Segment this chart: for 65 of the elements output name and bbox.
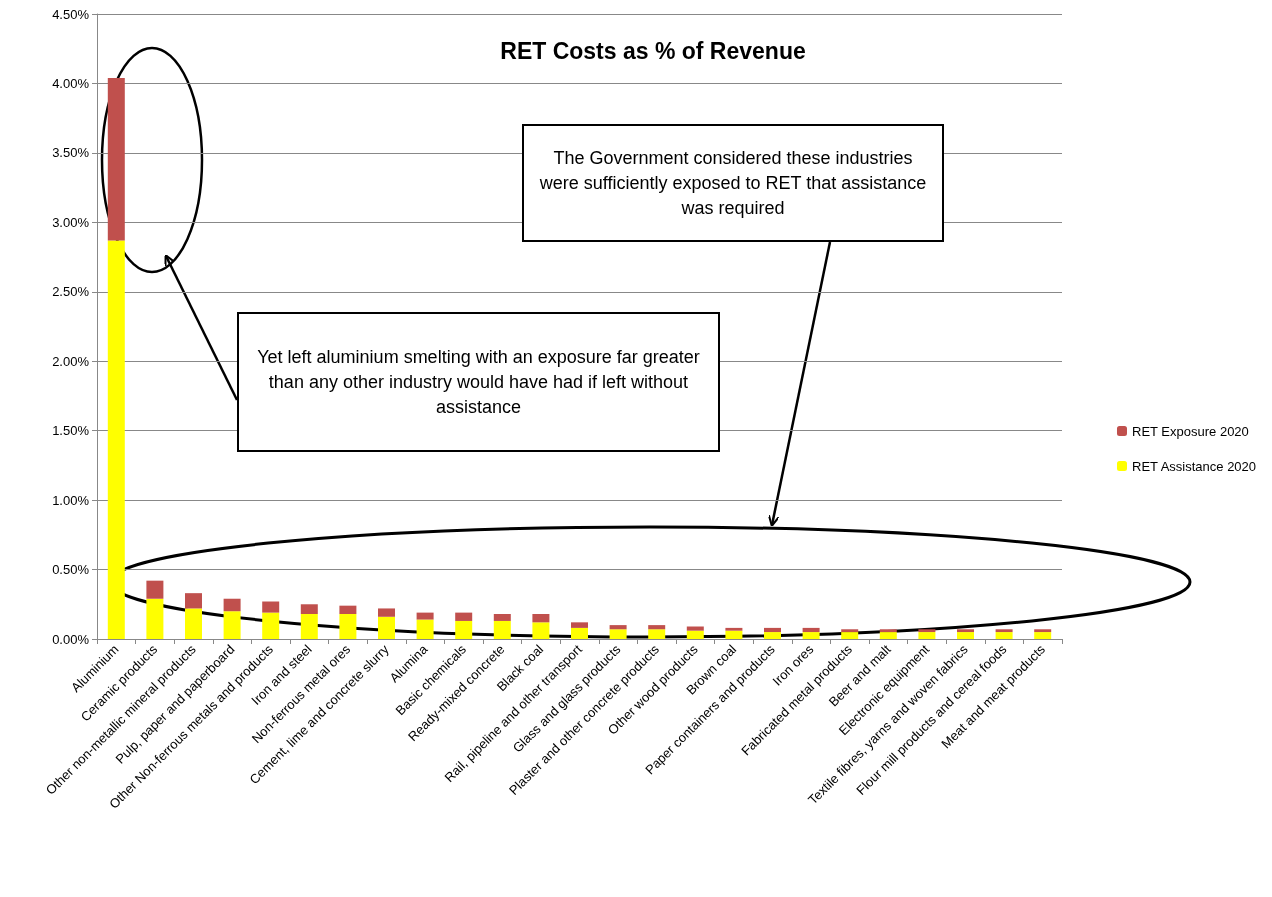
bar [879, 632, 897, 639]
y-tick-label: 4.00% [52, 75, 90, 91]
bar [918, 629, 936, 633]
bar [686, 626, 704, 631]
y-tick-label: 0.50% [52, 562, 90, 578]
bar [648, 625, 666, 630]
bar [609, 629, 627, 639]
bar [725, 630, 743, 639]
bar [1034, 632, 1052, 639]
bar [416, 612, 434, 620]
bar [185, 593, 202, 609]
bar [841, 632, 859, 639]
bar [648, 629, 666, 639]
bar [378, 616, 395, 639]
bar [764, 632, 781, 639]
text: RET Costs as % of Revenue [500, 37, 806, 64]
bar [1034, 629, 1052, 633]
bar [571, 627, 588, 639]
bar [686, 630, 704, 639]
bar [995, 632, 1013, 639]
y-tick-label: 2.00% [52, 353, 90, 369]
y-tick-label: 1.00% [52, 492, 90, 508]
bar [571, 622, 588, 628]
bar [300, 614, 318, 639]
y-tick-label: 0.00% [52, 631, 90, 647]
bar [107, 240, 125, 639]
bar [378, 608, 395, 617]
legend-label: RET Assistance 2020 [1132, 458, 1257, 474]
bar [455, 620, 473, 639]
text-box: Yet left aluminium smelting with an exposure far greater than any other industry would have had if left without assistance [237, 312, 720, 452]
bar [493, 614, 511, 621]
bar [339, 605, 357, 614]
y-tick-label: 2.50% [52, 284, 90, 300]
legend-label: RET Exposure 2020 [1132, 423, 1249, 439]
bar [764, 627, 781, 633]
bar [339, 614, 357, 639]
y-tick-label: 1.50% [52, 423, 90, 439]
bar [262, 612, 280, 639]
y-tick-label: 3.00% [52, 214, 90, 230]
bar [493, 620, 511, 639]
bar [185, 608, 202, 639]
bar [957, 629, 974, 633]
y-tick-label: 3.50% [52, 145, 90, 161]
bar [532, 622, 550, 639]
bar [455, 612, 473, 621]
bar [300, 604, 318, 614]
bar [146, 580, 164, 599]
text-box: The Government considered these industries were sufficiently exposed to RET that assistance was required [522, 124, 944, 242]
bar [725, 627, 743, 631]
bar [879, 629, 897, 633]
bar [918, 632, 936, 639]
bar [609, 625, 627, 630]
bar [802, 627, 820, 633]
bar [262, 601, 280, 613]
bar [995, 629, 1013, 633]
bar [223, 611, 241, 639]
y-tick-label: 4.50% [52, 6, 90, 22]
bar [802, 632, 820, 639]
bar [146, 598, 164, 639]
bar [223, 598, 241, 612]
bar [107, 77, 125, 241]
bar [416, 619, 434, 639]
bar [841, 629, 859, 633]
bar [532, 614, 550, 623]
bar [957, 632, 974, 639]
